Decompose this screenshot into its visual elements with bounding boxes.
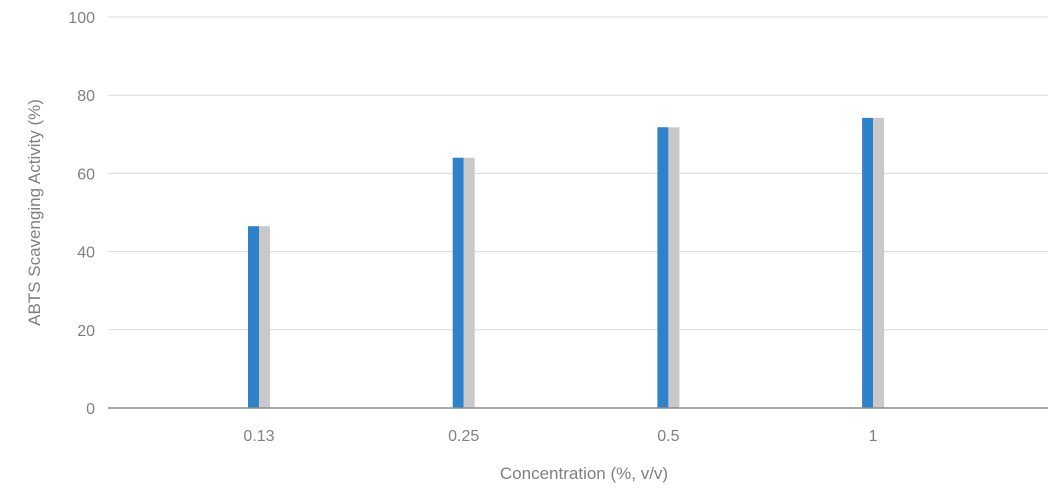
y-tick-label: 100 xyxy=(68,10,95,27)
x-tick-label: 0.5 xyxy=(657,428,679,445)
y-tick-label: 20 xyxy=(77,323,95,340)
bar-series-1-0.13 xyxy=(248,226,259,408)
y-tick-label: 40 xyxy=(77,245,95,262)
x-tick-label: 0.25 xyxy=(448,428,479,445)
bar-series-2-0.25 xyxy=(463,157,475,408)
x-axis-title: Concentration (%, v/v) xyxy=(500,464,668,483)
bars xyxy=(248,117,885,409)
x-tick-label: 1 xyxy=(869,428,878,445)
bar-series-1-0.5 xyxy=(657,127,669,409)
y-axis-title: ABTS Scavenging Activity (%) xyxy=(25,99,44,326)
bar-series-1-1 xyxy=(862,117,874,409)
bar-series-2-0.5 xyxy=(668,127,680,409)
x-tick-label: 0.13 xyxy=(243,428,274,445)
bar-series-1-0.25 xyxy=(452,157,464,408)
bar-series-2-1 xyxy=(873,117,885,409)
y-tick-label: 0 xyxy=(86,401,95,418)
y-tick-label: 60 xyxy=(77,166,95,183)
bar-series-2-0.13 xyxy=(259,226,270,408)
y-tick-label: 80 xyxy=(77,88,95,105)
axes: 0 20 40 60 80 100 0.13 0.25 0.5 1 xyxy=(68,10,1048,445)
